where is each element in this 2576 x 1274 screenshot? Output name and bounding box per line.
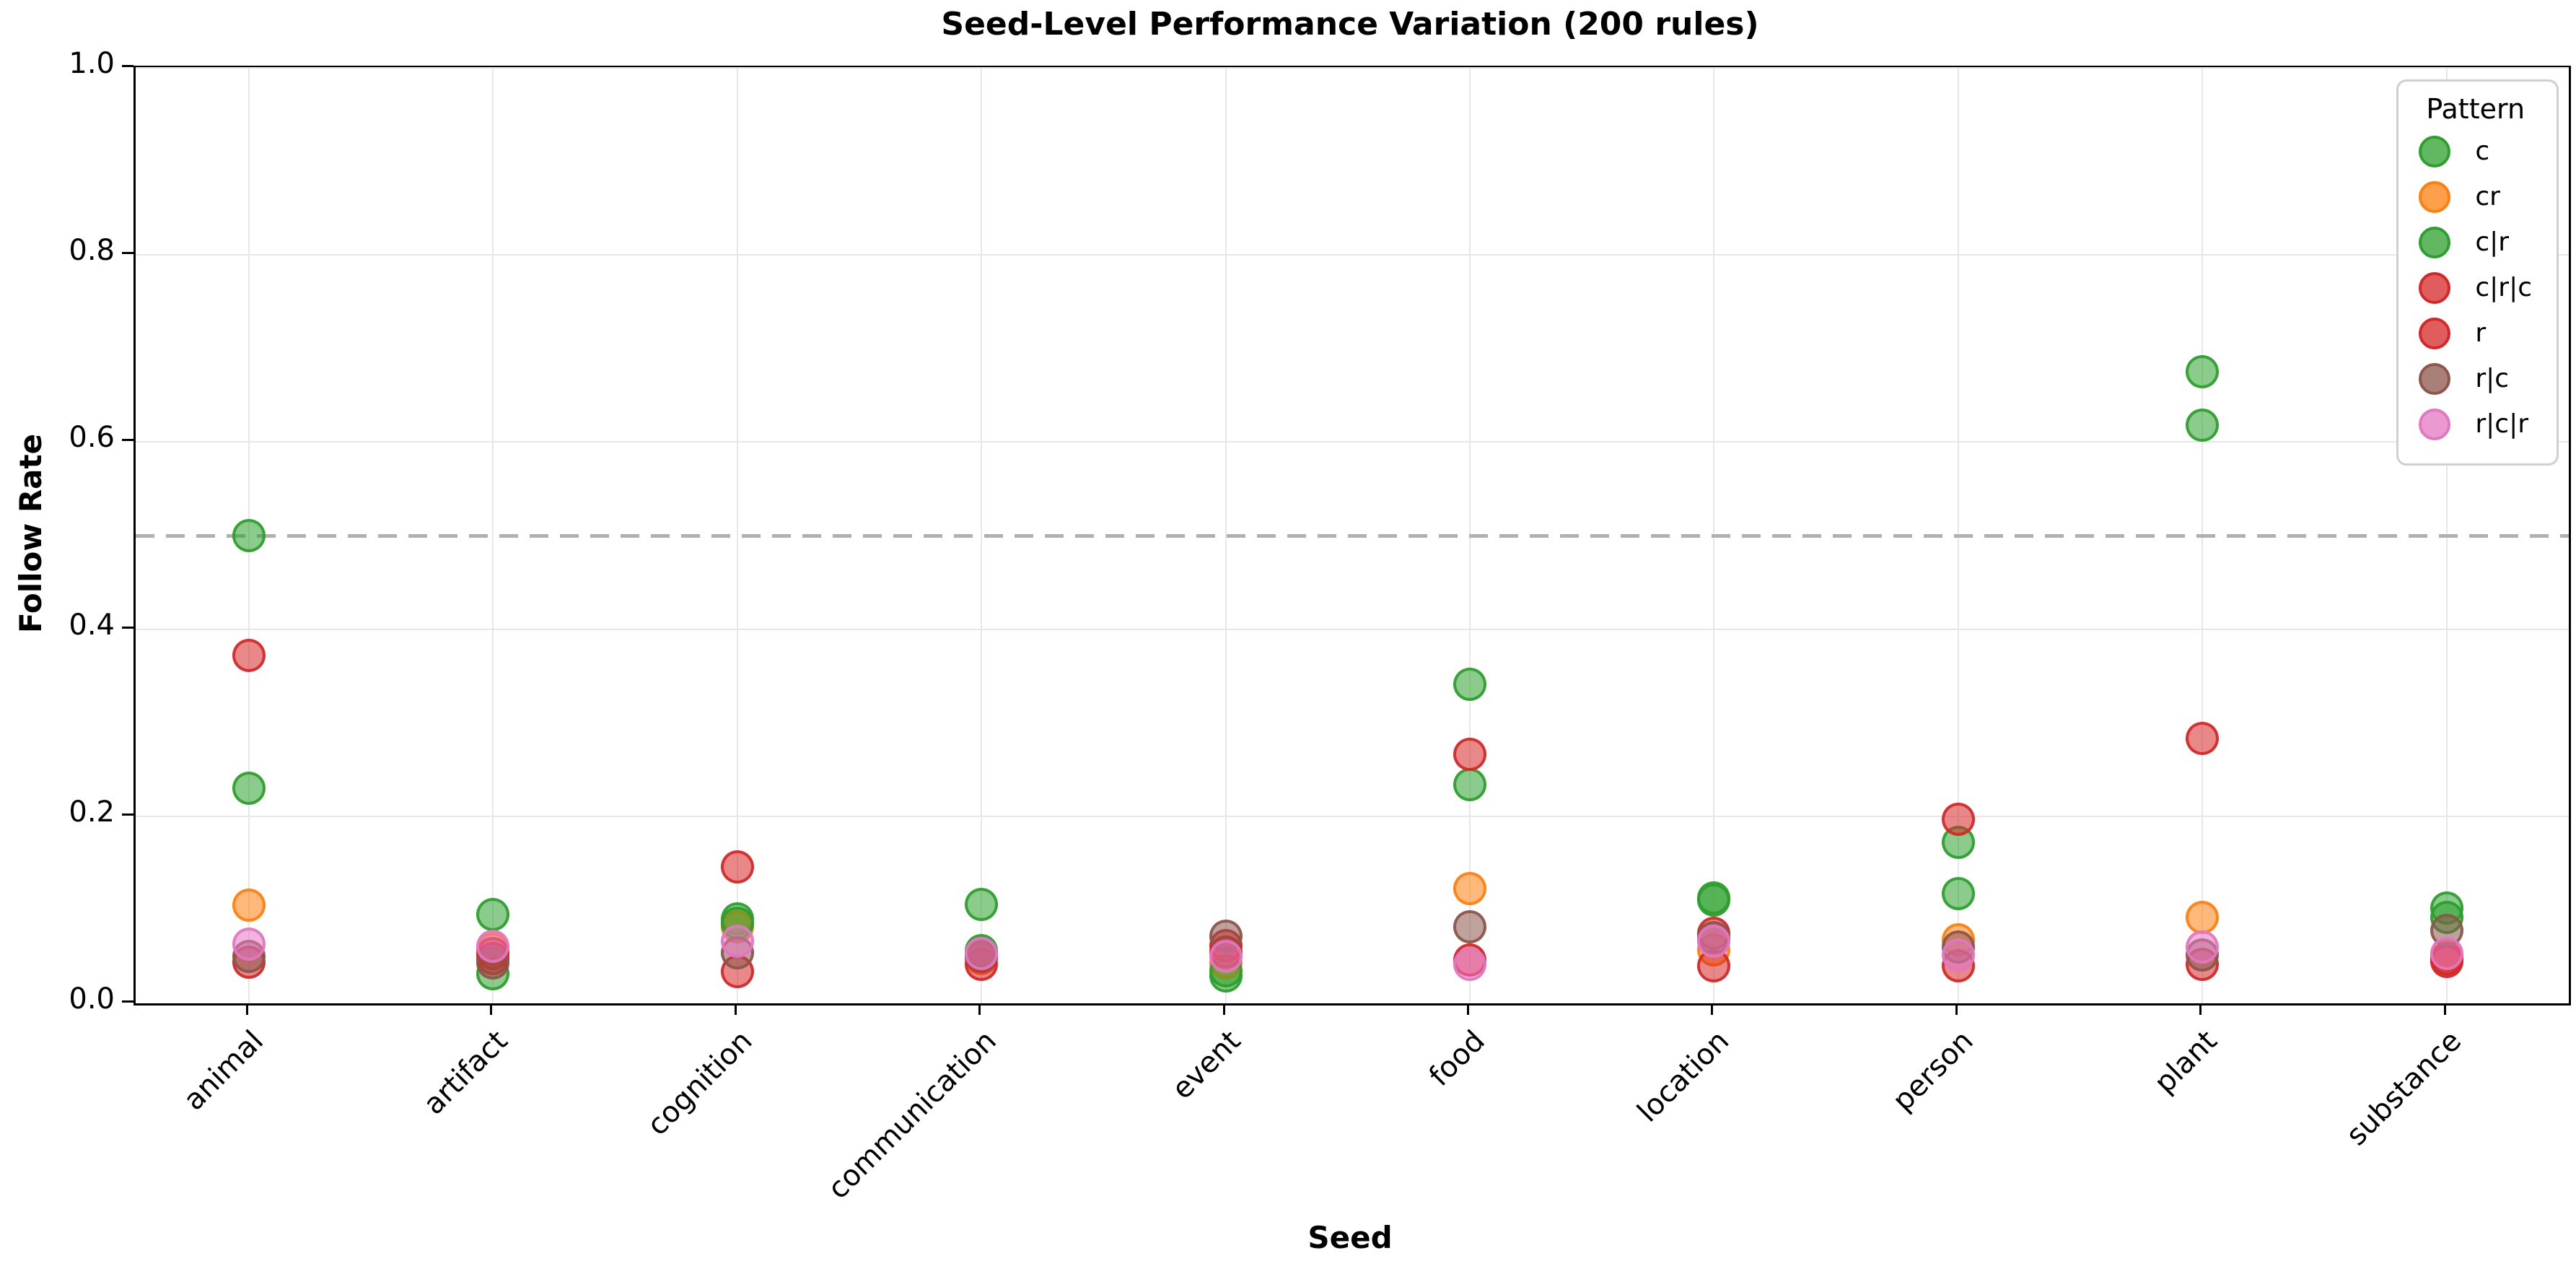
legend-marker-icon: [2419, 136, 2451, 167]
legend-entry-r: r: [2419, 314, 2532, 353]
legend-marker-icon: [2419, 227, 2451, 258]
legend-entry-r-c: r|c: [2419, 359, 2532, 398]
legend-label: r|c|r: [2475, 409, 2528, 439]
x-tick: [1955, 1003, 1958, 1015]
h-gridline: [136, 628, 2569, 630]
scatter-point-c-r-location: [1697, 883, 1731, 917]
scatter-point-r-plant: [2186, 722, 2220, 756]
x-tick-label-animal: animal: [178, 1024, 271, 1117]
scatter-point-r-c-r-location: [1697, 925, 1731, 959]
scatter-point-c-r-food: [1453, 767, 1486, 801]
scatter-point-c-animal: [232, 519, 266, 552]
legend: Pattern c cr c|r c|r|c r r|c r|c|r: [2396, 79, 2559, 466]
reference-line-0-5: [136, 534, 2569, 538]
scatter-point-c-r-plant: [2186, 409, 2220, 442]
scatter-point-cr-animal: [232, 888, 266, 922]
legend-marker-icon: [2419, 409, 2451, 440]
x-tick-label-communication: communication: [821, 1024, 1003, 1206]
x-tick: [490, 1003, 493, 1015]
h-gridline: [136, 441, 2569, 443]
legend-marker-icon: [2419, 318, 2451, 349]
h-gridline: [136, 67, 2569, 69]
scatter-point-r-c-r-communication: [965, 937, 999, 971]
scatter-point-r-person: [1941, 802, 1975, 836]
legend-label: cr: [2475, 182, 2500, 211]
scatter-point-cr-plant: [2186, 900, 2220, 934]
legend-label: c: [2475, 136, 2490, 166]
x-tick: [2443, 1003, 2446, 1015]
legend-title: Pattern: [2426, 93, 2525, 125]
x-tick-label-artifact: artifact: [417, 1024, 514, 1122]
x-axis-label: Seed: [1307, 1220, 1393, 1255]
scatter-point-c-r-person: [1941, 877, 1975, 911]
scatter-point-r-c-r-cognition: [720, 925, 754, 959]
scatter-point-c-artifact: [476, 897, 510, 931]
y-tick: [122, 813, 133, 816]
x-tick: [734, 1003, 737, 1015]
legend-entry-c: c: [2419, 132, 2532, 171]
y-tick: [122, 626, 133, 629]
scatter-point-c-r-animal: [232, 771, 266, 805]
legend-label: r: [2475, 318, 2487, 348]
y-tick-label: 0.0: [69, 982, 115, 1016]
scatter-point-cr-food: [1453, 871, 1486, 905]
scatter-point-c-communication: [965, 887, 999, 921]
scatter-point-r-cognition: [720, 850, 754, 883]
scatter-point-r-c-r-food: [1453, 947, 1486, 981]
legend-marker-icon: [2419, 272, 2451, 304]
scatter-point-r-c-r-event: [1209, 940, 1243, 974]
scatter-point-r-c-r-person: [1941, 938, 1975, 972]
x-tick-label-cognition: cognition: [641, 1024, 759, 1143]
y-tick-label: 0.6: [69, 421, 115, 455]
x-tick-label-location: location: [1631, 1024, 1735, 1129]
legend-entry-cr: cr: [2419, 178, 2532, 217]
plot-area: Pattern c cr c|r c|r|c r r|c r|c|r: [133, 66, 2571, 1005]
h-gridline: [136, 815, 2569, 817]
h-gridline: [136, 254, 2569, 256]
y-tick: [122, 1000, 133, 1003]
scatter-point-c-food: [1453, 668, 1486, 702]
y-tick-label: 0.4: [69, 608, 115, 642]
x-tick: [1467, 1003, 1469, 1015]
legend-entry-r-c-r: r|c|r: [2419, 405, 2532, 444]
x-tick-label-person: person: [1885, 1024, 1980, 1118]
y-tick: [122, 65, 133, 67]
x-tick: [1711, 1003, 1714, 1015]
x-tick-label-plant: plant: [2148, 1024, 2224, 1100]
legend-label: r|c: [2475, 364, 2510, 393]
legend-marker-icon: [2419, 181, 2451, 213]
scatter-point-r-food: [1453, 738, 1486, 772]
legend-entry-c-r-c: c|r|c: [2419, 269, 2532, 307]
x-tick: [246, 1003, 248, 1015]
y-tick: [122, 252, 133, 255]
y-tick-label: 0.8: [69, 234, 115, 268]
x-tick-label-substance: substance: [2339, 1024, 2468, 1153]
x-tick: [978, 1003, 981, 1015]
legend-label: c|r|c: [2475, 273, 2532, 302]
scatter-point-r-c-food: [1453, 909, 1486, 943]
scatter-point-r-animal: [232, 638, 266, 672]
chart-title: Seed-Level Performance Variation (200 ru…: [941, 6, 1759, 43]
y-tick-label: 1.0: [69, 47, 115, 80]
y-tick-label: 0.2: [69, 795, 115, 829]
y-tick: [122, 439, 133, 442]
x-tick: [1222, 1003, 1225, 1015]
scatter-point-c-plant: [2186, 355, 2220, 389]
x-tick-label-event: event: [1165, 1024, 1248, 1107]
legend-entry-c-r: c|r: [2419, 223, 2532, 262]
scatter-point-r-c-r-substance: [2430, 937, 2463, 971]
scatter-point-r-c-r-artifact: [476, 929, 510, 963]
y-axis-label: Follow Rate: [13, 433, 48, 634]
legend-label: c|r: [2475, 227, 2510, 257]
legend-marker-icon: [2419, 363, 2451, 395]
scatter-point-r-c-r-animal: [232, 928, 266, 961]
scatter-point-r-c-r-plant: [2186, 930, 2220, 964]
x-tick: [2199, 1003, 2202, 1015]
x-tick-label-food: food: [1422, 1024, 1491, 1094]
